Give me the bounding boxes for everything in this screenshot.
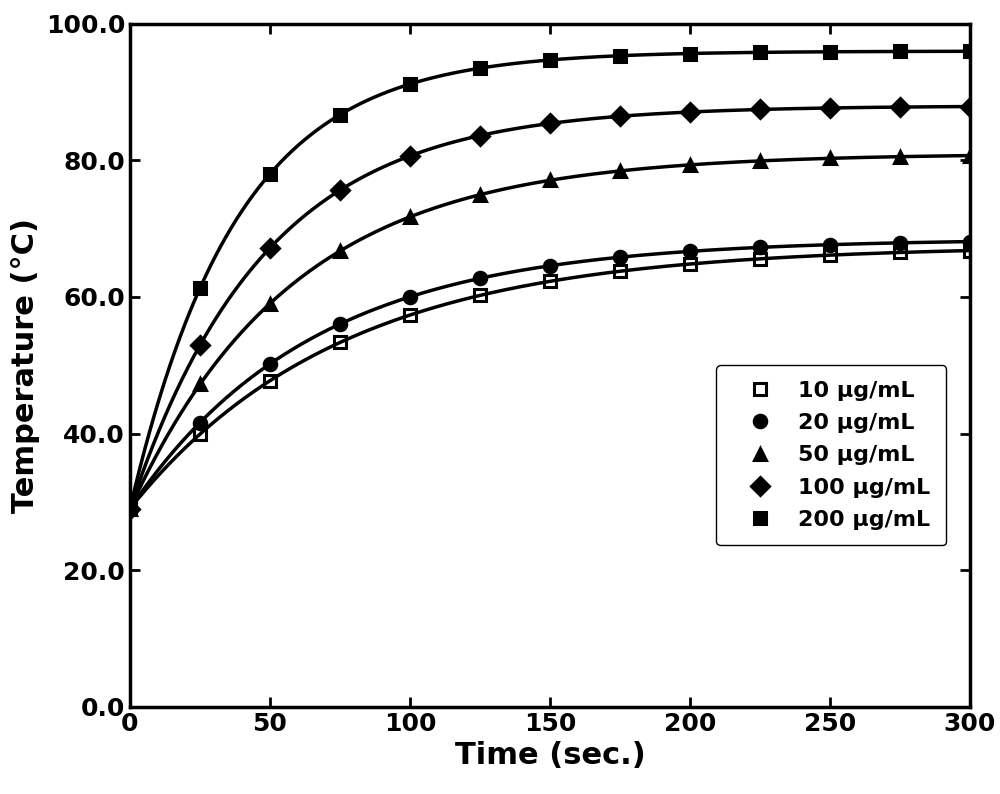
- 20 μg/mL: [614, 252, 626, 262]
- 20 μg/mL: [404, 292, 416, 302]
- 100 μg/mL: [404, 151, 416, 160]
- X-axis label: Time (sec.): Time (sec.): [455, 741, 645, 770]
- 10 μg/mL: [124, 504, 136, 514]
- 50 μg/mL: [334, 246, 346, 256]
- 20 μg/mL: [474, 274, 486, 283]
- 50 μg/mL: [894, 152, 906, 161]
- 100 μg/mL: [264, 243, 276, 252]
- 10 μg/mL: [194, 430, 206, 439]
- 50 μg/mL: [824, 153, 836, 163]
- 200 μg/mL: [684, 48, 696, 58]
- 20 μg/mL: [124, 504, 136, 514]
- 200 μg/mL: [754, 48, 766, 57]
- 200 μg/mL: [404, 79, 416, 89]
- 200 μg/mL: [474, 64, 486, 73]
- 10 μg/mL: [264, 376, 276, 385]
- 10 μg/mL: [404, 310, 416, 320]
- 20 μg/mL: [894, 238, 906, 248]
- 10 μg/mL: [474, 291, 486, 300]
- 200 μg/mL: [544, 56, 556, 65]
- 20 μg/mL: [334, 319, 346, 329]
- Line: 200 μg/mL: 200 μg/mL: [124, 45, 976, 515]
- 20 μg/mL: [194, 418, 206, 427]
- 10 μg/mL: [894, 248, 906, 257]
- Y-axis label: Temperature (°C): Temperature (°C): [11, 218, 40, 513]
- 200 μg/mL: [264, 169, 276, 179]
- 50 μg/mL: [684, 160, 696, 170]
- 20 μg/mL: [684, 247, 696, 256]
- 20 μg/mL: [964, 237, 976, 246]
- 50 μg/mL: [194, 380, 206, 389]
- 10 μg/mL: [684, 260, 696, 269]
- Line: 50 μg/mL: 50 μg/mL: [124, 149, 976, 515]
- Line: 20 μg/mL: 20 μg/mL: [124, 235, 976, 515]
- 100 μg/mL: [964, 102, 976, 111]
- 200 μg/mL: [964, 47, 976, 56]
- 100 μg/mL: [824, 103, 836, 113]
- 200 μg/mL: [334, 110, 346, 119]
- 200 μg/mL: [194, 283, 206, 293]
- 200 μg/mL: [824, 47, 836, 56]
- 20 μg/mL: [754, 243, 766, 252]
- 100 μg/mL: [474, 131, 486, 141]
- 200 μg/mL: [894, 47, 906, 56]
- 10 μg/mL: [334, 337, 346, 347]
- 100 μg/mL: [124, 504, 136, 514]
- Line: 100 μg/mL: 100 μg/mL: [124, 100, 976, 515]
- 100 μg/mL: [614, 111, 626, 121]
- 100 μg/mL: [754, 105, 766, 114]
- 100 μg/mL: [684, 107, 696, 117]
- Line: 10 μg/mL: 10 μg/mL: [124, 245, 976, 515]
- 100 μg/mL: [544, 118, 556, 128]
- 20 μg/mL: [544, 261, 556, 271]
- 20 μg/mL: [264, 359, 276, 368]
- 50 μg/mL: [474, 190, 486, 199]
- 50 μg/mL: [964, 151, 976, 160]
- 100 μg/mL: [194, 341, 206, 350]
- 200 μg/mL: [614, 51, 626, 60]
- 50 μg/mL: [264, 299, 276, 308]
- 100 μg/mL: [894, 102, 906, 112]
- 10 μg/mL: [824, 250, 836, 260]
- 50 μg/mL: [544, 175, 556, 185]
- 10 μg/mL: [964, 246, 976, 256]
- 50 μg/mL: [614, 166, 626, 175]
- 100 μg/mL: [334, 186, 346, 195]
- 50 μg/mL: [754, 156, 766, 166]
- 10 μg/mL: [544, 276, 556, 286]
- 50 μg/mL: [124, 504, 136, 514]
- 20 μg/mL: [824, 240, 836, 249]
- 10 μg/mL: [754, 254, 766, 264]
- 10 μg/mL: [614, 267, 626, 276]
- 50 μg/mL: [404, 212, 416, 222]
- Legend: 10 μg/mL, 20 μg/mL, 50 μg/mL, 100 μg/mL, 200 μg/mL: 10 μg/mL, 20 μg/mL, 50 μg/mL, 100 μg/mL,…: [716, 365, 946, 545]
- 200 μg/mL: [124, 504, 136, 514]
